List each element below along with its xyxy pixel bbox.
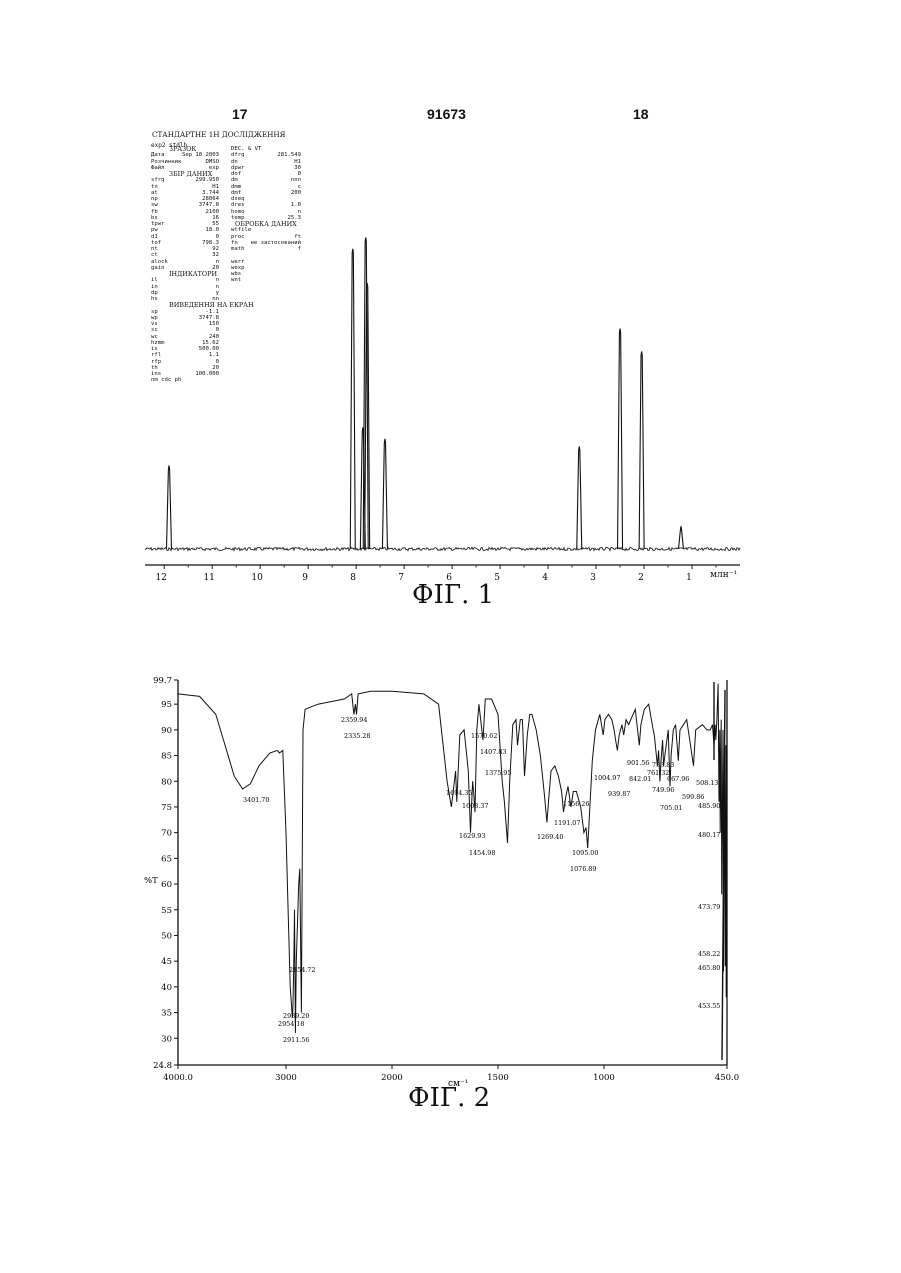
ir-spectrum-line [178, 684, 727, 1034]
ir-y-tick-label: 75 [161, 803, 172, 813]
ir-peak-label: 1156.26 [563, 800, 589, 808]
ir-y-tick-label: 95 [161, 700, 172, 710]
ir-peak-label: 1095.00 [572, 849, 598, 857]
ir-peak-label: 2359.94 [341, 716, 367, 724]
ir-peak-label: 1608.37 [462, 802, 488, 810]
ir-peak-label: 599.86 [682, 793, 704, 801]
ir-y-tick-label: 90 [161, 726, 172, 736]
ir-peak-label: 465.80 [698, 964, 720, 972]
ir-x-tick-label: 4000.0 [163, 1073, 193, 1083]
ir-peak-label: 1375.95 [485, 769, 511, 777]
ir-peak-label: 2911.56 [283, 1036, 309, 1044]
ir-y-tick-label: 70 [161, 829, 172, 839]
ir-peak-label: 1407.83 [480, 748, 506, 756]
ir-peak-label: 901.56 [627, 759, 649, 767]
ir-peak-label: 480.17 [698, 831, 720, 839]
ir-peak-label: 733.83 [652, 761, 674, 769]
ir-y-tick-label: 24.8 [153, 1061, 172, 1071]
ir-x-tick-label: 1500 [487, 1073, 509, 1083]
ir-y-tick-label: 80 [161, 777, 172, 787]
ir-y-tick-label: 35 [161, 1009, 172, 1019]
ir-x-tick-label: 2000 [381, 1073, 403, 1083]
ir-peak-label: 485.90 [698, 802, 720, 810]
ir-peak-label: 458.22 [698, 950, 720, 958]
figure-2-caption: ФІГ. 2 [408, 1083, 490, 1113]
ir-peak-label: 1629.93 [459, 832, 485, 840]
ir-peak-label: 667.96 [667, 775, 689, 783]
ir-y-tick-label: 50 [161, 931, 172, 941]
ir-x-tick-label: 3000 [275, 1073, 297, 1083]
ir-x-tick-label: 450.0 [715, 1073, 739, 1083]
ir-y-tick-label: 65 [161, 854, 172, 864]
ir-peak-label: 1269.40 [537, 833, 563, 841]
ir-y-tick-label: 30 [161, 1034, 172, 1044]
ir-peak-label: 2335.28 [344, 732, 370, 740]
ir-y-tick-label: 99.7 [153, 676, 172, 686]
ir-peak-label: 1076.89 [570, 865, 596, 873]
ir-y-label: %T [144, 876, 158, 886]
ir-peak-label: 1191.07 [554, 819, 580, 827]
ir-peak-label: 749.96 [652, 786, 674, 794]
ir-peak-label: 1570.62 [471, 732, 497, 740]
ir-peak-label: 939.87 [608, 790, 630, 798]
ir-peak-label: 453.55 [698, 1002, 720, 1010]
ir-peak-label: 2954.18 [278, 1020, 304, 1028]
ir-peak-label: 1694.35 [446, 789, 472, 797]
ir-y-tick-label: 45 [161, 957, 172, 967]
ir-peak-label: 508.13 [696, 779, 718, 787]
ir-peak-label: 705.01 [660, 804, 682, 812]
ir-peak-label: 1004.97 [594, 774, 620, 782]
ir-y-tick-label: 60 [161, 880, 172, 890]
ir-peak-label: 473.79 [698, 903, 720, 911]
ir-x-tick-label: 1000 [593, 1073, 615, 1083]
ir-peak-label: 3401.70 [243, 796, 269, 804]
ir-peak-label: 2854.72 [289, 966, 315, 974]
ir-y-tick-label: 55 [161, 906, 172, 916]
ir-y-tick-label: 40 [161, 983, 172, 993]
ir-peak-label: 2939.20 [283, 1012, 309, 1020]
ir-peak-label: 1454.98 [469, 849, 495, 857]
ir-y-tick-label: 85 [161, 752, 172, 762]
